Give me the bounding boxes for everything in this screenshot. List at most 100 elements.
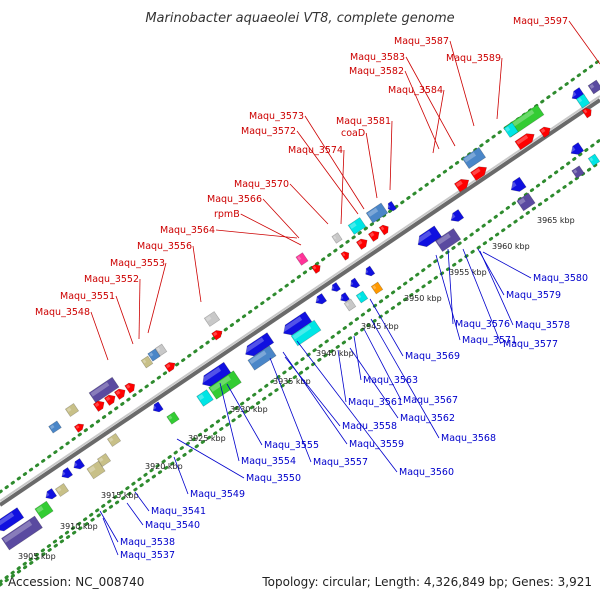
forward-leader-line [289, 183, 329, 225]
gene-forward-27 [514, 133, 535, 151]
tick-label: 3905 kbp [18, 552, 56, 561]
reverse-gene-label: Maqu_3569 [405, 351, 460, 362]
reverse-label-group: Maqu_3555 [226, 383, 319, 451]
reverse-leader-line [477, 248, 505, 296]
outer-dotted-track-top [0, 58, 600, 494]
gene-reverse-4-shine [56, 487, 62, 492]
accession-text: Accession: NC_008740 [8, 575, 144, 589]
genome-backbone-highlight [0, 95, 600, 502]
reverse-leader-line [99, 510, 119, 543]
inner-dotted-track [0, 160, 600, 587]
reverse-label-group: Maqu_3541 [134, 491, 206, 517]
reverse-gene-labels: Maqu_3537 Maqu_3538 Maqu_3540 Maqu_3541 Maqu… [99, 248, 588, 561]
reverse-gene-label: Maqu_3579 [506, 290, 561, 301]
gene-forward-3-shape [88, 376, 120, 404]
gene-forward-18 [347, 217, 367, 235]
gene-reverse-6-shape [73, 458, 86, 470]
gene-reverse-7-shape [86, 460, 106, 480]
forward-label-group: Maqu_3589 [446, 53, 503, 120]
gene-reverse-10-shape [152, 401, 164, 413]
reverse-gene-label: Maqu_3571 [462, 335, 517, 346]
tick-label: 3930 kbp [230, 405, 268, 414]
gene-reverse-16 [247, 345, 277, 371]
gene-reverse-5-shape [61, 467, 74, 479]
gene-forward-30-shape [503, 122, 519, 138]
forward-gene-label: Maqu_3548 [35, 307, 90, 318]
gene-forward-16 [331, 232, 343, 244]
gene-reverse-2-shine [36, 505, 44, 513]
gene-forward-14-shine [297, 256, 302, 261]
gene-reverse-2 [34, 500, 54, 520]
gene-forward-2-shine [66, 407, 72, 412]
reverse-gene-label: Maqu_3549 [190, 489, 245, 500]
gene-reverse-1 [1, 515, 43, 551]
forward-label-group: rpmB [214, 209, 302, 246]
reverse-label-group: Maqu_3561 [337, 349, 403, 408]
forward-gene-label: Maqu_3556 [137, 241, 192, 252]
topology-text: Topology: circular; Length: 4,326,849 bp… [261, 575, 592, 589]
reverse-label-group: Maqu_3576 [447, 248, 510, 330]
gene-forward-8-shine [142, 359, 147, 364]
reverse-label-group: Maqu_3567 [363, 328, 458, 406]
reverse-label-group: Maqu_3577 [462, 248, 558, 350]
reverse-label-group: Maqu_3579 [477, 248, 561, 301]
gene-forward-33-shine [589, 83, 595, 89]
gene-reverse-33-shape [571, 165, 585, 179]
gene-forward-30 [503, 122, 519, 138]
gene-forward-7-shape [124, 382, 136, 394]
gene-forward-26-shine [463, 152, 477, 163]
gene-forward-22-shape [367, 230, 380, 242]
reverse-label-group: Maqu_3560 [296, 340, 454, 478]
gene-forward-1-shine [75, 425, 80, 429]
reverse-label-group: Maqu_3538 [99, 510, 175, 548]
forward-leader-line [115, 295, 134, 345]
forward-gene-label: Maqu_3552 [84, 274, 139, 285]
gene-forward-33 [587, 79, 600, 95]
gene-reverse-11-shape [166, 411, 180, 425]
gene-forward-15-shine [312, 265, 317, 270]
genome-backbone [0, 98, 600, 507]
gene-forward-5-shape [103, 394, 116, 406]
reverse-gene-label: Maqu_3568 [441, 433, 496, 444]
gene-forward-21 [355, 238, 368, 250]
gene-forward-10-shape [154, 343, 168, 357]
gene-reverse-33 [571, 165, 585, 179]
gene-reverse-29-shine [449, 213, 456, 220]
gene-forward-28-shape [538, 126, 551, 138]
reverse-gene-label: Maqu_3558 [342, 421, 397, 432]
kbp-tick-labels: 3905 kbp 3910 kbp 3915 kbp 3920 kbp 3925 kbp… [18, 216, 575, 561]
gene-forward-27-shine [516, 135, 529, 145]
forward-label-group: Maqu_3584 [388, 85, 445, 154]
forward-label-group: Maqu_3551 [60, 291, 134, 345]
gene-reverse-12-shape [202, 361, 232, 387]
forward-label-group: Maqu_3566 [207, 194, 300, 239]
gene-forward-6-shape [113, 388, 126, 400]
forward-gene-label: Maqu_3582 [349, 66, 404, 77]
forward-leader-line [404, 70, 440, 150]
gene-reverse-32-shape [570, 142, 585, 155]
forward-leader-line [432, 89, 445, 154]
gene-forward-17-shape [340, 251, 350, 261]
gene-reverse-30 [509, 176, 527, 192]
forward-label-group: Maqu_3553 [110, 258, 167, 334]
forward-label-group: Maqu_3582 [349, 66, 440, 150]
gene-forward-13-shape [211, 330, 223, 341]
gene-forward-23-shape [378, 224, 389, 236]
forward-gene-label: Maqu_3553 [110, 258, 165, 269]
gene-forward-17-shine [342, 252, 346, 257]
forward-gene-label: Maqu_3574 [288, 145, 343, 156]
gene-reverse-9-shape [106, 433, 122, 447]
reverse-leader-line [462, 248, 502, 345]
gene-reverse-7 [86, 460, 106, 480]
forward-gene-label: Maqu_3564 [160, 225, 215, 236]
gene-reverse-25-shine [364, 269, 369, 274]
gene-forward-0-shape [48, 420, 62, 434]
gene-reverse-29-shape [450, 209, 465, 222]
forward-leader-line [192, 245, 202, 303]
reverse-leader-line [435, 254, 461, 341]
gene-forward-11-shape [164, 362, 176, 373]
reverse-gene-label: Maqu_3577 [503, 339, 558, 350]
gene-forward-24-shape [453, 178, 470, 193]
gene-forward-34-shine [583, 109, 588, 114]
gene-reverse-9-shine [108, 437, 114, 442]
